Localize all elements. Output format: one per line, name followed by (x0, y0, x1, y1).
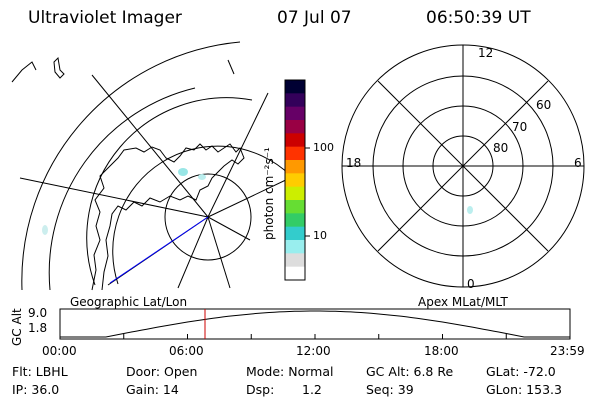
strip-tick-1800: 18:00 (424, 344, 459, 358)
polar-diagonal-2 (377, 80, 549, 252)
info-gain: Gain: 14 (126, 382, 179, 397)
mlt-label-18: 18 (346, 156, 362, 170)
strip-y-top: 9.0 (28, 306, 48, 320)
colorbar-frame (284, 79, 306, 281)
emission-patch-3 (42, 225, 48, 235)
strip-tick-2359: 23:59 (550, 344, 585, 358)
map-meridian-2 (19, 177, 209, 218)
mlt-label-12: 12 (478, 46, 494, 60)
coastline-island-3 (227, 59, 235, 75)
map-meridian-8 (207, 216, 251, 241)
map-meridian-3 (207, 92, 269, 218)
info-door: Door: Open (126, 364, 198, 379)
altitude-curve (60, 310, 570, 338)
colorbar-cell (285, 93, 305, 108)
map-meridian-4 (207, 177, 291, 218)
info-filter: Flt: LBHL (12, 364, 68, 379)
info-dsp-label: Dsp: (246, 382, 275, 397)
map-lat-arc-2 (48, 87, 196, 291)
mlt-label-0: 0 (467, 277, 475, 291)
polar-emission-patch (467, 206, 473, 214)
colorbar-cell (285, 213, 305, 228)
colorbar-cell (285, 120, 305, 134)
map-meridian-1 (91, 74, 209, 218)
info-glat: GLat: -72.0 (486, 364, 556, 379)
colorbar-tick-label-100: 100 (313, 141, 334, 154)
colorbar-cell (285, 200, 305, 214)
strip-right-title: Apex MLat/MLT (418, 295, 508, 309)
colorbar-cell (285, 173, 305, 188)
strip-tick-0000: 00:00 (42, 344, 77, 358)
strip-y-bottom: 1.8 (28, 321, 48, 335)
colorbar-cell (285, 146, 305, 161)
coastline (91, 143, 245, 291)
map-meridian-6 (177, 216, 209, 289)
colorbar-cell (285, 186, 305, 201)
colorbar-cell (285, 266, 305, 281)
colorbar-cell (285, 226, 305, 241)
strip-tick-1200: 12:00 (296, 344, 331, 358)
colorbar-tick-label-10: 10 (313, 229, 327, 242)
strip-tick-0600: 06:00 (169, 344, 204, 358)
map-lat-arc-3 (86, 97, 253, 286)
map-lat-arc-outer (21, 41, 241, 291)
emission-patch-1 (178, 168, 188, 176)
map-lat-circle-inner (164, 173, 252, 261)
coastline-island (53, 56, 65, 79)
strip-left-title: Geographic Lat/Lon (70, 295, 188, 309)
colorbar-cell (285, 133, 305, 148)
colorbar-cell (285, 80, 305, 94)
info-ip: IP: 36.0 (12, 382, 60, 397)
info-dsp-value: 1.2 (302, 382, 322, 397)
info-glon: GLon: 153.3 (486, 382, 562, 397)
info-gc-alt: GC Alt: 6.8 Re (366, 364, 454, 379)
coastline-island-2 (11, 61, 37, 83)
info-seq: Seq: 39 (366, 382, 414, 397)
mlat-label-60: 60 (536, 98, 552, 112)
colorbar-cell (285, 160, 305, 174)
mlat-label-80: 80 (493, 141, 509, 155)
map-meridian-7 (207, 216, 231, 289)
info-mode: Mode: Normal (246, 364, 334, 379)
time-label: 06:50:39 UT (426, 8, 531, 28)
date-label: 07 Jul 07 (277, 8, 352, 28)
colorbar-cell (285, 106, 305, 121)
colorbar-cell (285, 253, 305, 268)
satellite-track (109, 216, 209, 284)
instrument-title: Ultraviolet Imager (28, 8, 182, 28)
map-lat-arc-4 (112, 145, 291, 285)
emission-patch-2 (198, 174, 206, 180)
colorbar-cell (285, 240, 305, 254)
mlt-label-6: 6 (574, 156, 582, 170)
mlat-label-70: 70 (512, 120, 528, 134)
